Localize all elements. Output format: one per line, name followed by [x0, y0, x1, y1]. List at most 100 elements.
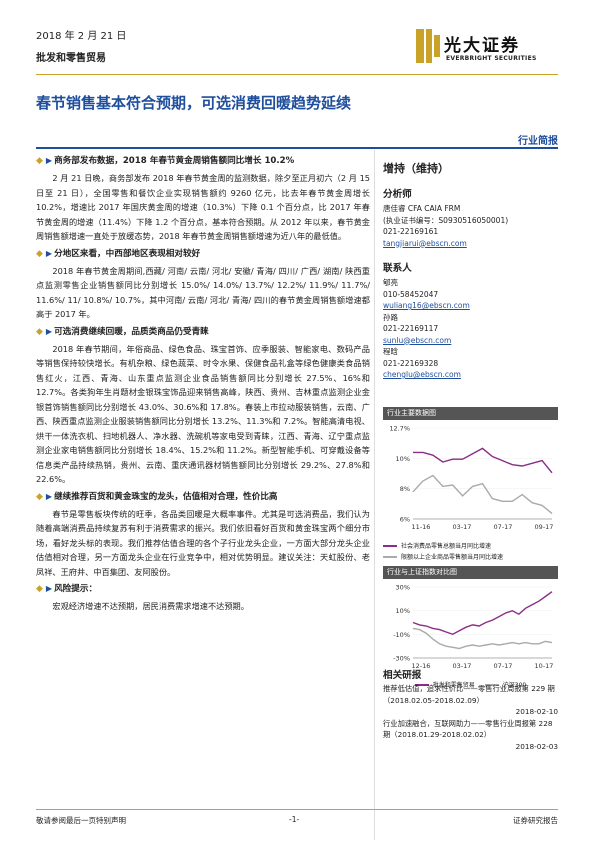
legend-swatch [484, 683, 499, 686]
triangle-bullet-icon: ▶ [45, 491, 53, 501]
legend-swatch [414, 683, 429, 686]
related-reports-list: 推荐低估值，追求性价比——零售行业周报第 229 期（2018.02.05-20… [383, 683, 558, 752]
contact-item: 郇亮 010-58452047 wuliang16@ebscn.com [383, 277, 558, 312]
section: ◆ ▶ 商务部发布数据，2018 年春节黄金周销售额同比增长 10.2% 2 月 2… [36, 155, 370, 244]
contact-email-link[interactable]: sunlu@ebscn.com [383, 335, 452, 345]
contact-heading: 联系人 [383, 263, 412, 274]
x-tick-label: 03-17 [453, 523, 472, 531]
y-tick-label: 6% [400, 516, 410, 524]
contact-name: 程晗 [383, 347, 398, 356]
section-heading: ◆ ▶ 分地区来看，中西部地区表现相对较好 [36, 248, 201, 259]
related-reports-heading: 相关研报 [383, 670, 422, 681]
triangle-bullet-icon: ▶ [45, 248, 53, 258]
title-divider [36, 147, 558, 149]
report-title: 春节销售基本符合预期，可选消费回暖趋势延续 [36, 94, 352, 112]
x-tick-label: 07-17 [494, 662, 513, 670]
logo-chinese-name: 光大证券 [444, 36, 520, 56]
industry-data-chart: 行业主要数据图 12.7% 10% 8% 6% 11-16 03-17 07-17 09-17… [383, 407, 558, 561]
diamond-bullet-icon: ◆ [36, 248, 43, 259]
section-heading: ◆ ▶ 继续推荐百货和黄金珠宝的龙头，估值相对合理，性价比高 [36, 491, 278, 502]
logo-english-name: EVERBRIGHT SECURITIES [446, 55, 537, 62]
analyst-phone: 021-22169161 [383, 227, 439, 236]
x-tick-label: 03-17 [453, 662, 472, 670]
legend-swatch [383, 544, 397, 547]
triangle-bullet-icon: ▶ [45, 326, 53, 336]
section-paragraph: 2018 年春节黄金周期间,西藏/ 河南/ 云南/ 河北/ 安徽/ 青海/ 四川… [36, 265, 370, 320]
contact-name: 孙路 [383, 312, 398, 322]
diamond-bullet-icon: ◆ [36, 326, 43, 337]
related-report-date: 2018-02-10 [515, 707, 558, 716]
related-report-title[interactable]: 推荐低估值，追求性价比——零售行业周报第 229 期（2018.02.05-20… [383, 684, 555, 705]
main-content: ◆ ▶ 商务部发布数据，2018 年春节黄金周销售额同比增长 10.2% 2 月 2… [36, 152, 370, 618]
section-paragraph: 2 月 21 日晚，商务部发布 2018 年春节黄金周的监测数据，除夕至正月初六… [36, 173, 370, 241]
company-logo: 光大证券 EVERBRIGHT SECURITIES [416, 29, 556, 69]
legend-item: 批发和零售贸易 沪深300 [383, 680, 558, 689]
section: ◆ ▶ 分地区来看，中西部地区表现相对较好 2018 年春节黄金周期间,西藏/ 河南… [36, 248, 370, 322]
analyst-email-link[interactable]: tangjiarui@ebscn.com [383, 238, 467, 248]
contact-phone: 010-58452047 [383, 289, 439, 299]
contact-phone: 021-22169328 [383, 358, 439, 368]
x-tick-label: 09-17 [535, 523, 554, 531]
chart-plot: 30% 10% -10% -30%12-16 03-17 07-17 10-17 [393, 584, 554, 671]
footer-disclaimer: 敬请参阅最后一页特别声明 [36, 816, 126, 825]
report-date: 2018 年 2 月 21 日 [36, 31, 127, 42]
series-line-1 [413, 447, 553, 474]
header-divider [36, 74, 558, 75]
section-heading: ◆ ▶ 商务部发布数据，2018 年春节黄金周销售额同比增长 10.2% [36, 156, 295, 166]
y-tick-label: -10% [393, 631, 410, 639]
triangle-bullet-icon: ▶ [45, 584, 53, 593]
x-tick-label: 07-17 [494, 523, 513, 531]
diamond-bullet-icon: ◆ [36, 491, 43, 502]
sector-label: 批发和零售贸易 [36, 53, 106, 64]
series-line-2 [412, 627, 553, 650]
legend-swatch [383, 555, 397, 558]
contact-email-link[interactable]: chenglu@ebscn.com [383, 370, 461, 379]
footer-report-label: 证券研究报告 [513, 816, 558, 825]
series-line-2 [412, 474, 553, 515]
section: ◆ ▶ 可选消费继续回暖，品质类商品仍受青睐 2018 年春节期间，年俗商品、绿色食… [36, 326, 370, 487]
chart-title: 行业主要数据图 [383, 407, 558, 420]
page-number: -1- [289, 815, 300, 824]
legend-item: 限额以上企业商品零售额当月同比增速 [383, 552, 558, 561]
logo-mark-icon [416, 29, 440, 63]
contact-item: 孙路 021-22169117 sunlu@ebscn.com [383, 312, 558, 347]
related-report-title[interactable]: 行业加速融合，互联网助力——零售行业周报第 228 期（2018.01.29-2… [383, 718, 553, 740]
report-type: 行业简报 [518, 136, 558, 147]
y-tick-label: 8% [400, 485, 410, 493]
section: ◆ ▶ 继续推荐百货和黄金珠宝的龙头，估值相对合理，性价比高 春节是零售板块传统的旺… [36, 491, 370, 580]
contact-phone: 021-22169117 [383, 324, 439, 333]
y-tick-label: -30% [393, 655, 410, 663]
contact-item: 程晗 021-22169328 chenglu@ebscn.com [383, 346, 558, 381]
section-heading: ◆ ▶ 风险提示： [36, 584, 98, 594]
y-tick-label: 30% [396, 584, 410, 592]
y-tick-label: 10% [396, 607, 410, 615]
section-paragraph: 2018 年春节期间，年俗商品、绿色食品、珠宝首饰、应季服装、智能家电、数码产品… [36, 343, 370, 485]
related-report-item[interactable]: 推荐低估值，追求性价比——零售行业周报第 229 期（2018.02.05-20… [383, 683, 558, 718]
related-report-date: 2018-02-03 [515, 741, 558, 751]
contact-name: 郇亮 [383, 278, 398, 287]
legend-item: 社会消费品零售总额当月同比增速 [383, 541, 558, 550]
diamond-bullet-icon: ◆ [36, 156, 43, 166]
x-tick-label: 10-17 [535, 662, 554, 670]
chart-title: 行业与上证指数对比图 [383, 566, 558, 579]
index-comparison-chart: 行业与上证指数对比图 30% 10% -10% -30% 12-16 03-17 07-17… [383, 566, 558, 689]
footer-divider [36, 809, 558, 810]
diamond-bullet-icon: ◆ [36, 584, 43, 594]
series-line-1 [412, 591, 553, 636]
column-divider [374, 150, 375, 840]
section-paragraph: 宏观经济增速不达预期，居民消费需求增速不达预期。 [52, 601, 249, 611]
x-tick-label: 11-16 [412, 523, 431, 531]
section-paragraph: 春节是零售板块传统的旺季，各品类回暖是大概率事件。尤其是可选消费品，我们认为随着… [36, 508, 370, 577]
sidebar: 增持（维持） 分析师 唐佳睿 CFA CAIA FRM (执业证书编号：S093… [383, 160, 558, 381]
x-tick-label: 12-16 [412, 662, 431, 670]
section-heading: ◆ ▶ 可选消费继续回暖，品质类商品仍受青睐 [36, 326, 209, 337]
section: ◆ ▶ 风险提示： 宏观经济增速不达预期，居民消费需求增速不达预期。 [36, 583, 370, 614]
triangle-bullet-icon: ▶ [45, 156, 53, 165]
rating: 增持（维持） [383, 162, 449, 175]
contact-email-link[interactable]: wuliang16@ebscn.com [383, 301, 470, 310]
related-report-item[interactable]: 行业加速融合，互联网助力——零售行业周报第 228 期（2018.01.29-2… [383, 718, 558, 753]
chart-plot: 12.7% 10% 8% 6%11-16 03-17 07-17 09-17 [389, 425, 554, 532]
analyst-name: 唐佳睿 CFA CAIA FRM [383, 204, 461, 213]
analyst-cert: (执业证书编号：S0930516050001) [383, 215, 509, 225]
analyst-heading: 分析师 [383, 189, 412, 200]
